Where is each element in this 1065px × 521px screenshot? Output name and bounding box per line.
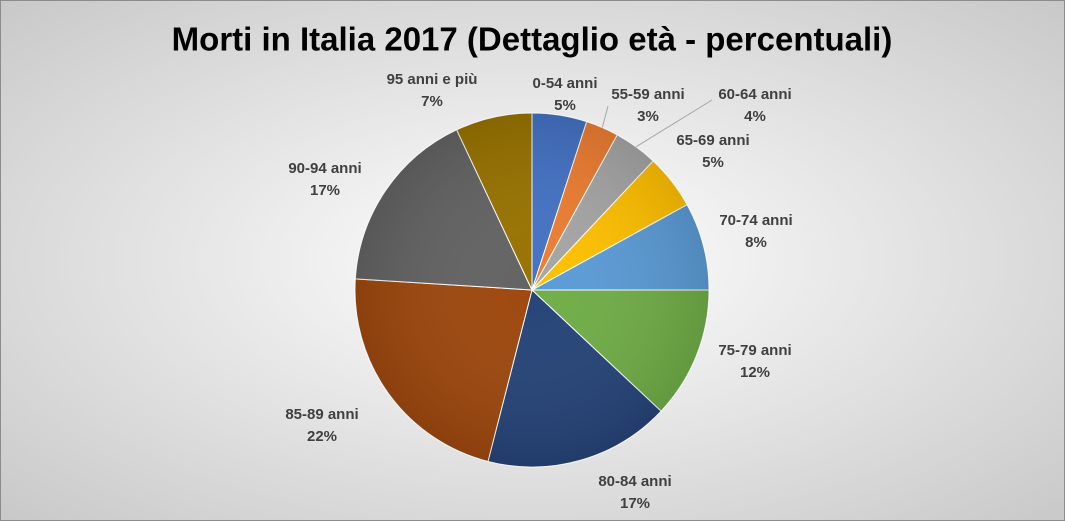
slice-value-label: 8% (745, 234, 767, 251)
slice-value-label: 17% (310, 182, 340, 199)
slice-label: 70-74 anni (719, 212, 792, 229)
slice-label: 60-64 anni (718, 86, 791, 103)
slice-label: 90-94 anni (288, 160, 361, 177)
slice-value-label: 12% (740, 364, 770, 381)
slice-value-label: 17% (620, 495, 650, 512)
slice-value-label: 22% (307, 428, 337, 445)
slice-label: 0-54 anni (532, 75, 597, 92)
slice-label: 65-69 anni (676, 132, 749, 149)
slice-label: 95 anni e più (387, 71, 478, 88)
slice-label: 80-84 anni (598, 473, 671, 490)
slice-value-label: 5% (702, 154, 724, 171)
slice-label: 85-89 anni (285, 406, 358, 423)
slice-value-label: 7% (421, 93, 443, 110)
slice-value-label: 4% (744, 108, 766, 125)
slice-value-label: 5% (554, 97, 576, 114)
slice-label: 75-79 anni (718, 342, 791, 359)
slice-label: 55-59 anni (611, 86, 684, 103)
chart-title: Morti in Italia 2017 (Dettaglio età - pe… (172, 21, 893, 58)
slice-value-label: 3% (637, 108, 659, 125)
